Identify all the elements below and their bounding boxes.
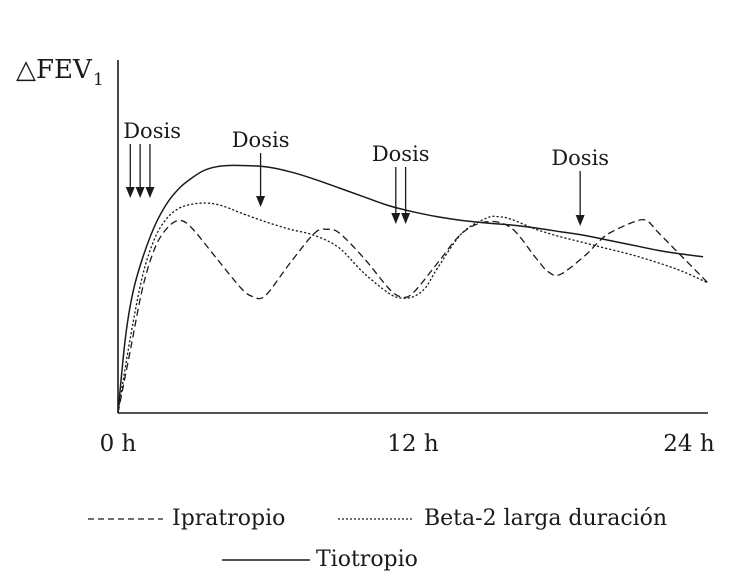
series-line-ipratropio [117, 218, 709, 414]
series-line-tiotropio [117, 164, 704, 414]
x-tick-label: 0 h [100, 431, 137, 457]
dose-label: Dosis [123, 119, 181, 143]
dose-annotation: Dosis [372, 142, 430, 224]
dose-label: Dosis [232, 128, 290, 152]
dose-arrow-head [391, 213, 401, 224]
dose-arrow-head [256, 196, 266, 207]
dose-arrow-head [575, 215, 585, 226]
dose-arrow-head [125, 187, 135, 198]
legend-label: Beta-2 larga duración [424, 506, 667, 531]
legend-label: Tiotropio [316, 547, 418, 572]
dose-arrow-head [145, 187, 155, 198]
dose-annotation: Dosis [123, 119, 181, 198]
legend-item-tiotropio: Tiotropio [222, 547, 418, 572]
dose-arrow-head [401, 213, 411, 224]
legend-label: Ipratropio [172, 506, 285, 531]
dose-label: Dosis [372, 142, 430, 166]
x-tick-label: 12 h [387, 431, 439, 457]
axes [117, 60, 708, 414]
x-tick-labels: 0 h 12 h 24 h [100, 431, 715, 457]
dose-arrow-head [135, 187, 145, 198]
legend: Ipratropio Beta-2 larga duración Tiotrop… [88, 506, 667, 572]
dose-annotation: Dosis [232, 128, 290, 207]
series-layer [117, 164, 709, 414]
x-tick-label: 24 h [663, 431, 715, 457]
legend-item-ipratropio: Ipratropio [88, 506, 285, 531]
y-axis-label: △FEV 1 [16, 55, 104, 90]
series-line-beta-2-larga-duraci-n [117, 202, 709, 414]
legend-item-beta2: Beta-2 larga duración [338, 506, 667, 531]
dose-annotations: Dosis Dosis Dosis Dosis [123, 119, 609, 226]
y-axis-label-main: △FEV [16, 55, 93, 85]
y-axis-label-subscript: 1 [93, 70, 104, 90]
dose-label: Dosis [551, 146, 609, 170]
dose-annotation: Dosis [551, 146, 609, 226]
